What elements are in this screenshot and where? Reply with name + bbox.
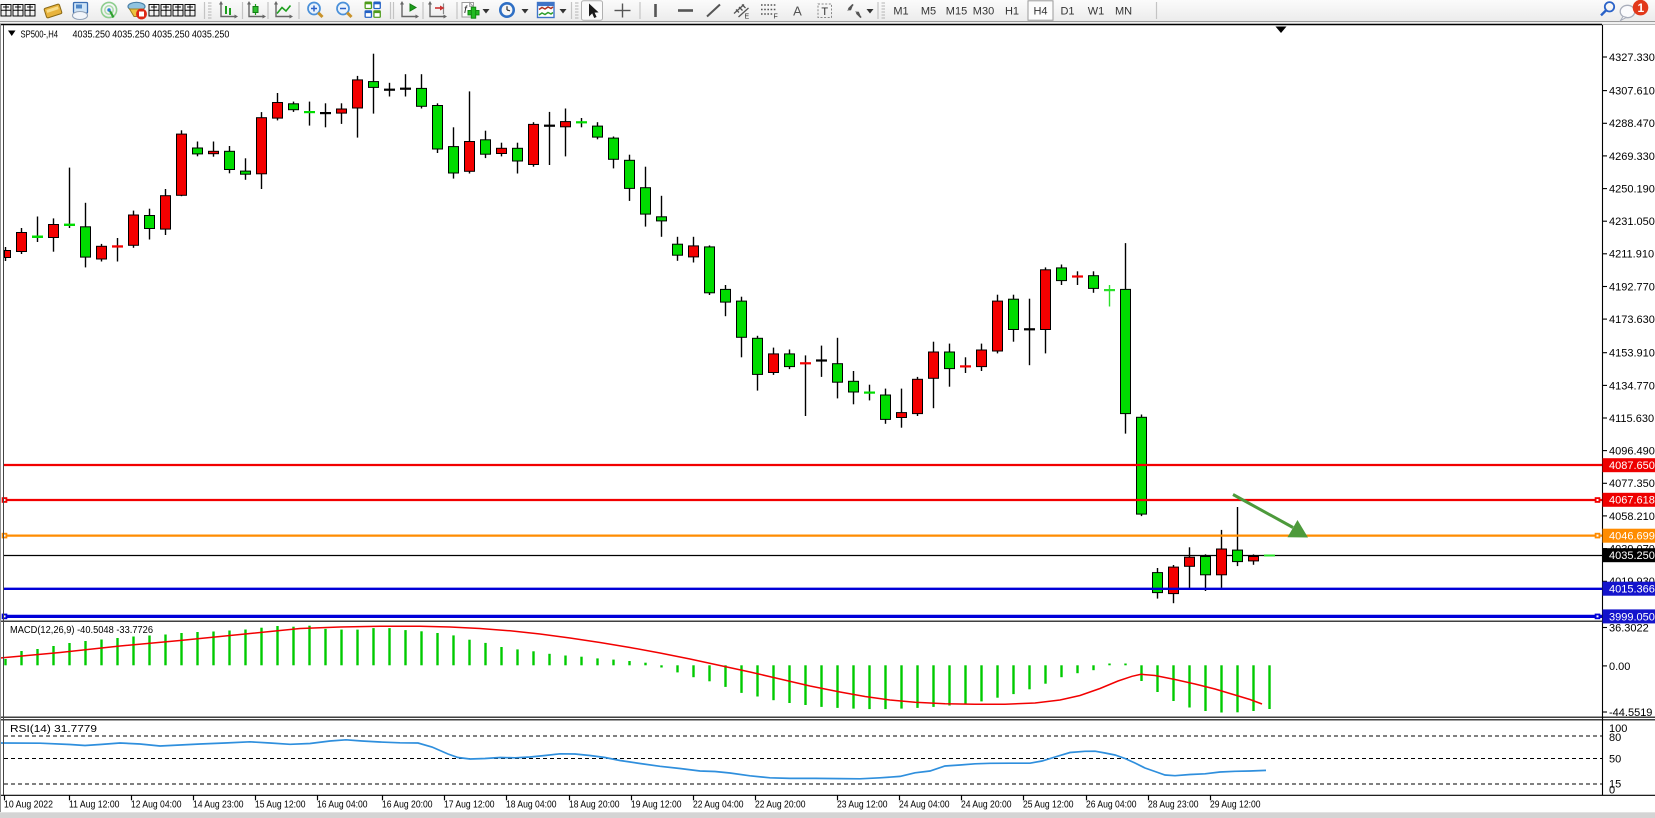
svg-text:4153.910: 4153.910: [1609, 348, 1655, 360]
svg-text:14 Aug 23:00: 14 Aug 23:00: [193, 800, 244, 811]
svg-text:F: F: [774, 14, 778, 21]
svg-text:10 Aug 2022: 10 Aug 2022: [4, 800, 53, 811]
svg-text:22 Aug 04:00: 22 Aug 04:00: [693, 800, 744, 811]
svg-text:A: A: [793, 4, 802, 19]
svg-text:23 Aug 12:00: 23 Aug 12:00: [837, 800, 888, 811]
svg-text:4134.770: 4134.770: [1609, 380, 1655, 392]
svg-text:12 Aug 04:00: 12 Aug 04:00: [131, 800, 182, 811]
svg-text:4035.250: 4035.250: [73, 29, 111, 40]
svg-text:MN: MN: [1115, 6, 1132, 18]
svg-text:4077.350: 4077.350: [1609, 478, 1655, 490]
svg-text:RSI(14) 31.7779: RSI(14) 31.7779: [10, 724, 98, 735]
svg-text:16 Aug 20:00: 16 Aug 20:00: [382, 800, 433, 811]
svg-text:4035.250: 4035.250: [192, 29, 230, 40]
svg-text:4035.250: 4035.250: [112, 29, 150, 40]
svg-text:100: 100: [1609, 723, 1627, 735]
svg-text:4035.250: 4035.250: [152, 29, 190, 40]
svg-text:4211.910: 4211.910: [1609, 249, 1654, 261]
svg-text:24 Aug 04:00: 24 Aug 04:00: [899, 800, 950, 811]
svg-text:36.3022: 36.3022: [1609, 622, 1649, 634]
svg-text:18 Aug 20:00: 18 Aug 20:00: [569, 800, 620, 811]
svg-text:4327.330: 4327.330: [1609, 52, 1655, 64]
svg-text:SP500-,H4: SP500-,H4: [21, 29, 59, 40]
svg-text:22 Aug 20:00: 22 Aug 20:00: [755, 800, 806, 811]
svg-text:0: 0: [1609, 784, 1615, 796]
svg-text:M5: M5: [921, 6, 936, 18]
svg-text:15: 15: [1609, 778, 1621, 790]
svg-text:17 Aug 12:00: 17 Aug 12:00: [444, 800, 495, 811]
svg-text:4067.618: 4067.618: [1609, 495, 1655, 507]
svg-text:11 Aug 12:00: 11 Aug 12:00: [69, 800, 120, 811]
svg-text:3999.050: 3999.050: [1609, 611, 1655, 623]
svg-text:26 Aug 04:00: 26 Aug 04:00: [1086, 800, 1137, 811]
svg-text:4231.050: 4231.050: [1609, 216, 1655, 228]
svg-text:MACD(12,26,9) -40.5048 -33.772: MACD(12,26,9) -40.5048 -33.7726: [10, 625, 153, 636]
svg-text:16 Aug 04:00: 16 Aug 04:00: [317, 800, 368, 811]
svg-text:W1: W1: [1088, 6, 1105, 18]
svg-text:25 Aug 12:00: 25 Aug 12:00: [1023, 800, 1074, 811]
svg-text:4192.770: 4192.770: [1609, 281, 1655, 293]
svg-text:24 Aug 20:00: 24 Aug 20:00: [961, 800, 1012, 811]
svg-text:4035.250: 4035.250: [1609, 550, 1655, 562]
svg-text:4096.490: 4096.490: [1609, 446, 1655, 458]
svg-text:M30: M30: [973, 6, 994, 18]
svg-text:4269.330: 4269.330: [1609, 151, 1655, 163]
svg-text:D1: D1: [1060, 6, 1074, 18]
svg-text:4115.630: 4115.630: [1609, 413, 1654, 425]
svg-text:M1: M1: [893, 6, 908, 18]
svg-text:T: T: [821, 6, 828, 18]
svg-text:28 Aug 23:00: 28 Aug 23:00: [1148, 800, 1199, 811]
svg-text:E: E: [745, 14, 750, 21]
svg-text:4046.699: 4046.699: [1609, 531, 1655, 543]
svg-text:-44.5519: -44.5519: [1609, 707, 1652, 719]
svg-text:4015.366: 4015.366: [1609, 584, 1655, 596]
svg-text:H4: H4: [1033, 6, 1047, 18]
svg-text:M15: M15: [946, 6, 967, 18]
svg-text:4087.650: 4087.650: [1609, 460, 1655, 472]
svg-text:4288.470: 4288.470: [1609, 118, 1655, 130]
svg-text:15 Aug 12:00: 15 Aug 12:00: [255, 800, 306, 811]
svg-text:18 Aug 04:00: 18 Aug 04:00: [506, 800, 557, 811]
svg-text:19 Aug 12:00: 19 Aug 12:00: [631, 800, 682, 811]
svg-text:4307.610: 4307.610: [1609, 86, 1655, 98]
svg-text:4250.190: 4250.190: [1609, 184, 1655, 196]
svg-text:4058.210: 4058.210: [1609, 511, 1655, 523]
svg-text:f: f: [464, 5, 468, 16]
svg-text:1: 1: [1637, 1, 1644, 15]
svg-text:50: 50: [1609, 753, 1621, 765]
svg-text:4173.630: 4173.630: [1609, 314, 1655, 326]
svg-text:H1: H1: [1005, 6, 1019, 18]
svg-text:0.00: 0.00: [1609, 661, 1630, 673]
svg-text:29 Aug 12:00: 29 Aug 12:00: [1210, 800, 1261, 811]
svg-text:80: 80: [1609, 732, 1621, 744]
